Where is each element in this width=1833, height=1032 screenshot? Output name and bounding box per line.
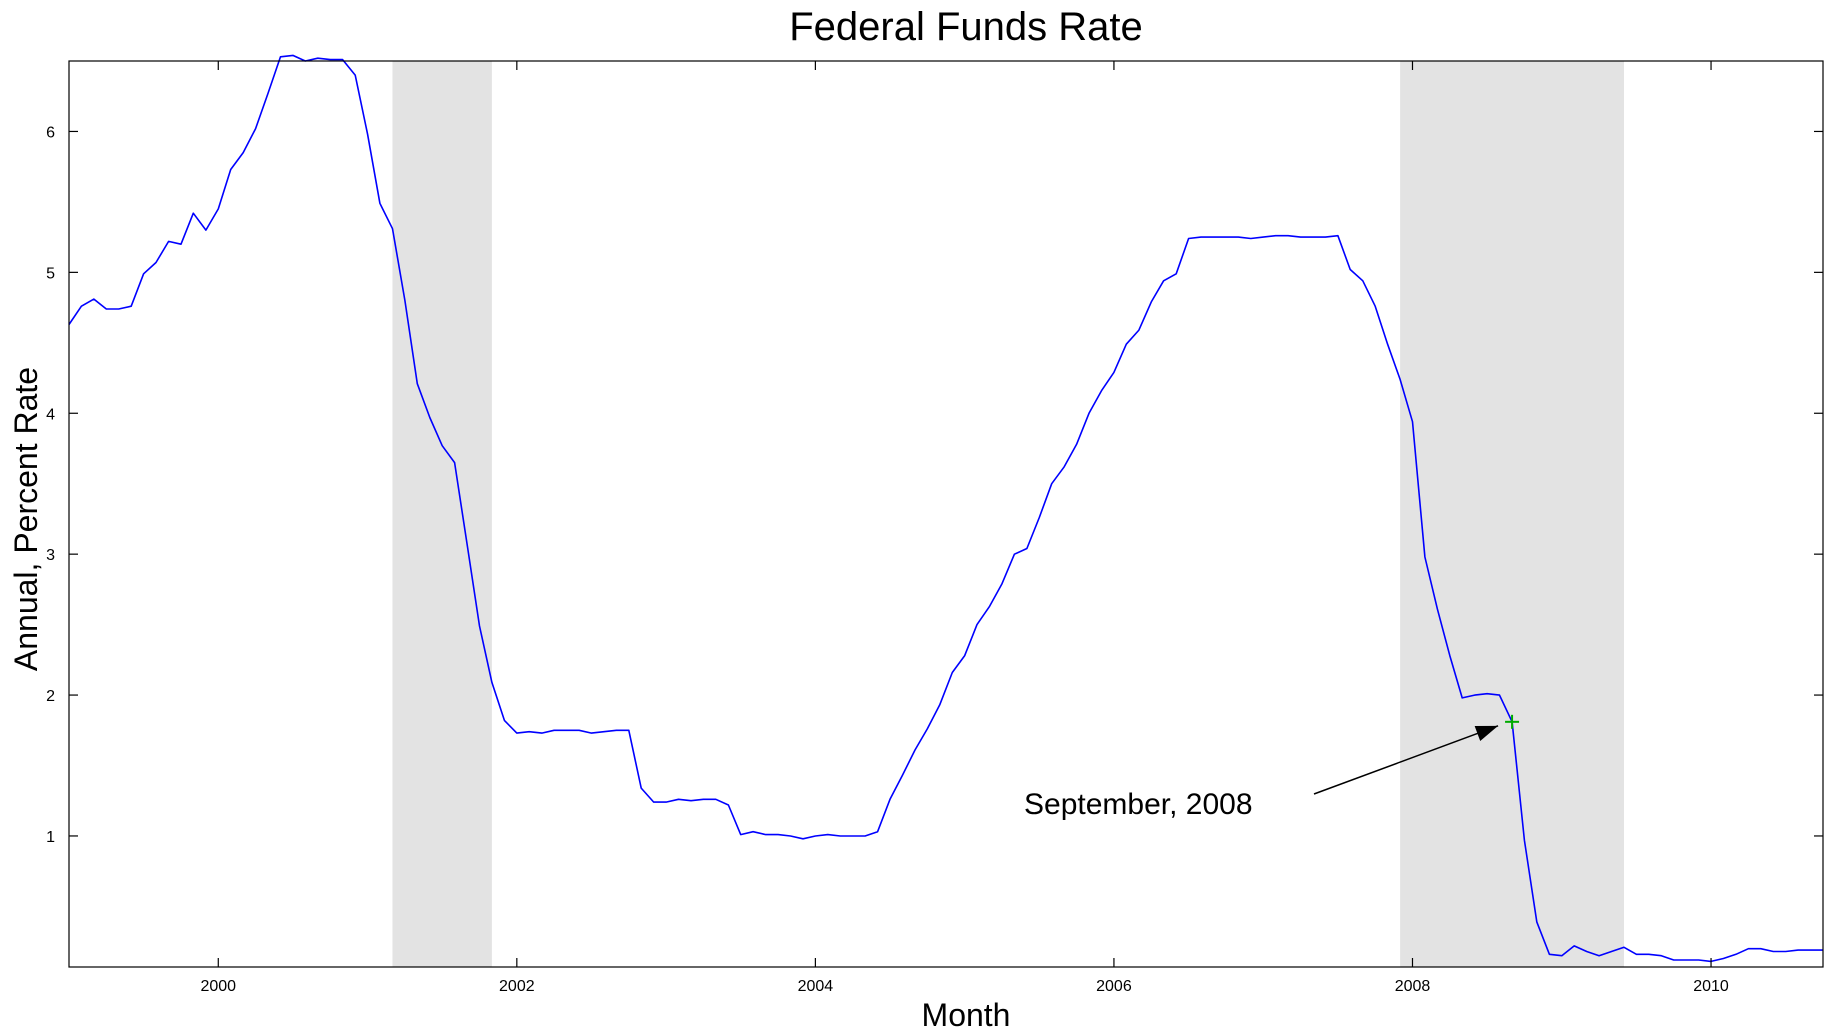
recession-band-1 xyxy=(392,61,492,967)
x-tick-label-2004: 2004 xyxy=(798,978,834,995)
annotation-arrowhead xyxy=(1474,725,1499,741)
y-tick-label-6: 6 xyxy=(46,124,55,141)
x-tick-label-2002: 2002 xyxy=(499,978,535,995)
series-layer xyxy=(68,54,1823,963)
y-tick-label-5: 5 xyxy=(46,265,55,282)
annotation-layer: September, 2008 xyxy=(1024,714,1520,821)
y-tick-label-3: 3 xyxy=(46,547,55,564)
y-axis-label: Annual, Percent Rate xyxy=(8,367,44,671)
series-line-1 xyxy=(68,54,1823,963)
chart-title: Federal Funds Rate xyxy=(789,5,1143,49)
x-tick-label-2010: 2010 xyxy=(1693,978,1729,995)
y-tick-label-2: 2 xyxy=(46,688,55,705)
annotation-text: September, 2008 xyxy=(1024,788,1253,821)
recession-shading xyxy=(392,61,1625,967)
y-tick-label-4: 4 xyxy=(46,406,55,423)
x-axis-label: Month xyxy=(922,997,1011,1032)
x-tick-label-2008: 2008 xyxy=(1395,978,1431,995)
annotation-arrow-line xyxy=(1313,725,1499,795)
recession-band-2 xyxy=(1400,61,1625,967)
y-tick-label-1: 1 xyxy=(46,829,55,846)
x-tick-label-2000: 2000 xyxy=(200,978,236,995)
x-tick-label-2006: 2006 xyxy=(1096,978,1132,995)
ticks: 2000 2002 2004 2006 2008 2010 1 2 3 4 5 6 xyxy=(46,61,1823,995)
plot-frame xyxy=(68,60,1824,968)
